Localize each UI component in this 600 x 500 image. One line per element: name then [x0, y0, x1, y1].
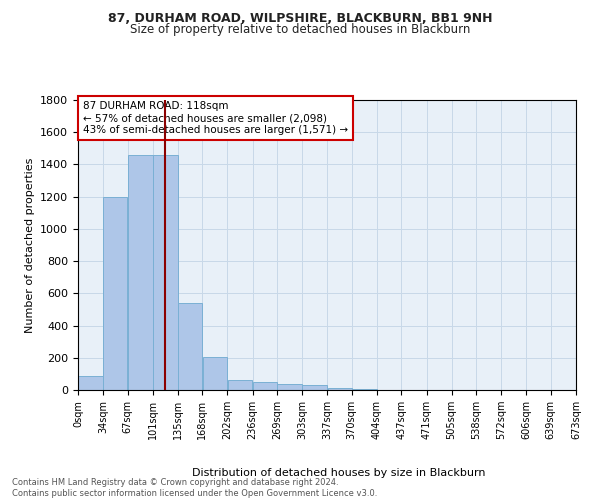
Text: Contains HM Land Registry data © Crown copyright and database right 2024.
Contai: Contains HM Land Registry data © Crown c… [12, 478, 377, 498]
Text: Distribution of detached houses by size in Blackburn: Distribution of detached houses by size … [192, 468, 486, 477]
Bar [78, 376, 103, 390]
Bar [352, 388, 377, 390]
Text: Size of property relative to detached houses in Blackburn: Size of property relative to detached ho… [130, 22, 470, 36]
Y-axis label: Number of detached properties: Number of detached properties [25, 158, 35, 332]
Bar [227, 380, 253, 390]
Bar [277, 384, 302, 390]
Bar [128, 155, 152, 390]
Bar [328, 388, 352, 390]
Text: 87 DURHAM ROAD: 118sqm
← 57% of detached houses are smaller (2,098)
43% of semi-: 87 DURHAM ROAD: 118sqm ← 57% of detached… [83, 102, 348, 134]
Bar [302, 386, 327, 390]
Bar [153, 155, 178, 390]
Bar [178, 303, 202, 390]
Text: 87, DURHAM ROAD, WILPSHIRE, BLACKBURN, BB1 9NH: 87, DURHAM ROAD, WILPSHIRE, BLACKBURN, B… [108, 12, 492, 26]
Bar [103, 196, 127, 390]
Bar [253, 382, 277, 390]
Bar [203, 357, 227, 390]
